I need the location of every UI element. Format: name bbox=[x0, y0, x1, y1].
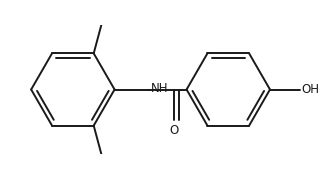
Text: OH: OH bbox=[302, 83, 320, 96]
Text: O: O bbox=[169, 124, 179, 137]
Text: NH: NH bbox=[151, 82, 168, 95]
